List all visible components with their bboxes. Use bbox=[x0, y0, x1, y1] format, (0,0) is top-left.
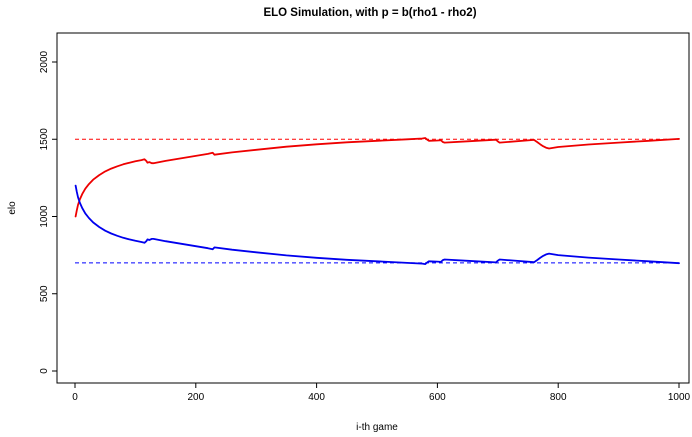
y-tick-label: 2000 bbox=[39, 50, 50, 73]
x-tick-label: 600 bbox=[429, 392, 446, 403]
y-axis-label: elo bbox=[7, 201, 18, 215]
series-line-1 bbox=[74, 137, 680, 218]
reference-lines bbox=[75, 138, 679, 264]
x-tick-label: 800 bbox=[550, 392, 567, 403]
y-tick-label: 1500 bbox=[39, 128, 50, 151]
y-tick-label: 1000 bbox=[39, 205, 50, 228]
x-tick-label: 0 bbox=[72, 392, 78, 403]
x-axis: 0 200 400 600 800 1000 bbox=[72, 383, 691, 403]
x-axis-label: i-th game bbox=[356, 422, 398, 433]
series-lines bbox=[74, 137, 680, 265]
x-tick-label: 400 bbox=[308, 392, 325, 403]
y-tick-label: 0 bbox=[39, 368, 50, 374]
y-axis: 0 500 1000 1500 2000 bbox=[39, 50, 57, 374]
x-tick-label: 1000 bbox=[668, 392, 691, 403]
series-line-2 bbox=[74, 184, 680, 265]
chart-title: ELO Simulation, with p = b(rho1 - rho2) bbox=[263, 7, 476, 19]
plot-frame bbox=[56, 32, 690, 384]
y-tick-label: 500 bbox=[39, 285, 50, 302]
x-tick-label: 200 bbox=[187, 392, 204, 403]
